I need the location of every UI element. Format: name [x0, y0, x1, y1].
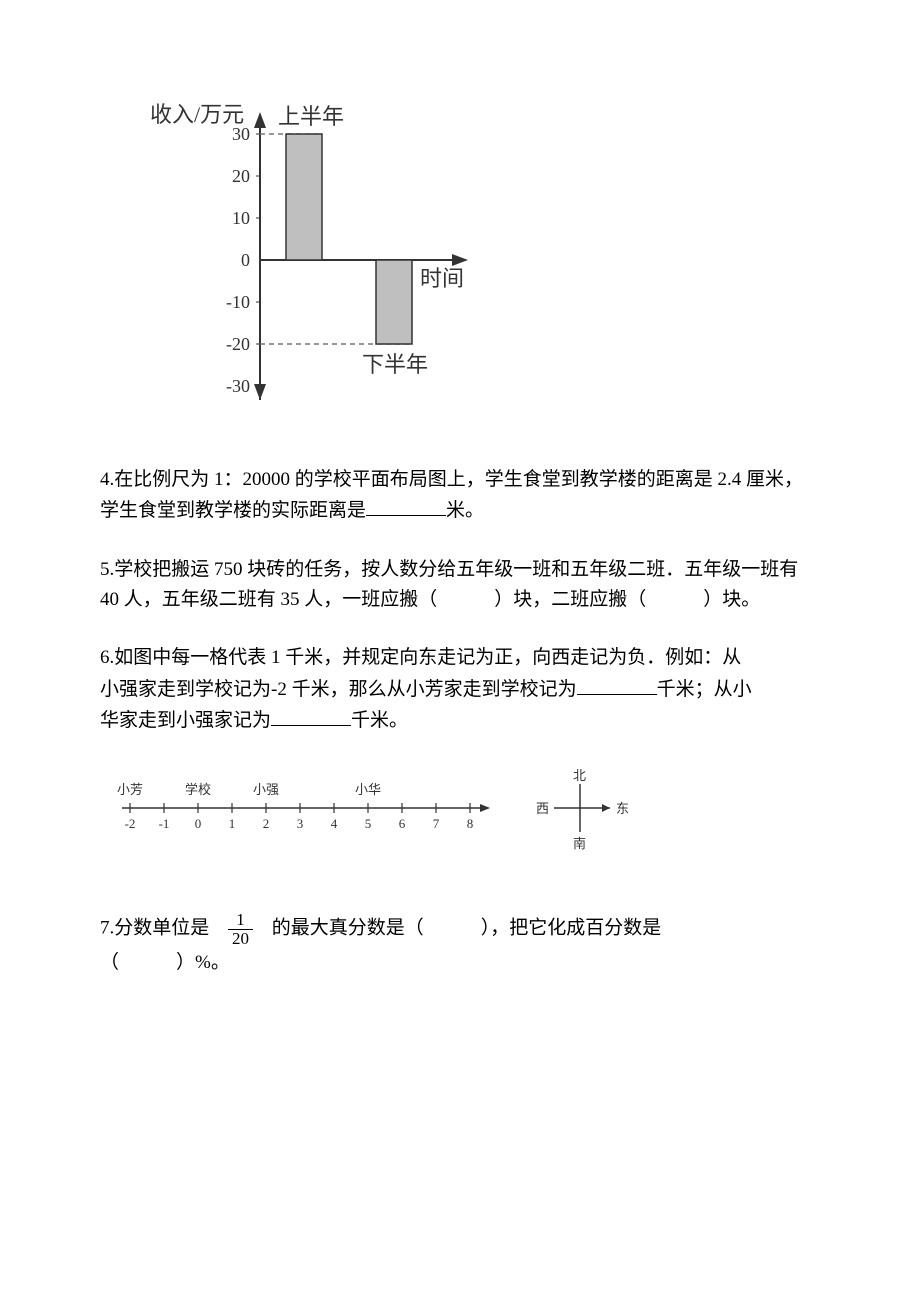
compass-n: 北: [573, 768, 586, 783]
svg-text:-10: -10: [226, 292, 250, 312]
question-text: （ ）%。: [100, 952, 230, 973]
numline-tick-label: 7: [433, 816, 440, 831]
compass-w: 西: [536, 801, 549, 816]
fill-blank[interactable]: [271, 705, 351, 726]
numline-point-label: 小芳: [117, 782, 143, 797]
compass-e: 东: [616, 801, 629, 816]
svg-text:-20: -20: [226, 334, 250, 354]
question-text: 千米。: [351, 710, 408, 731]
question-text: 小强家走到学校记为-2 千米，那么从小芳家走到学校记为: [100, 679, 577, 700]
question-text: 学校把搬运 750 块砖的任务，按人数分给五年级一班和五年级二班．五年级一班有 …: [100, 559, 798, 610]
numline-tick-label: 1: [229, 816, 236, 831]
question-5: 5.学校把搬运 750 块砖的任务，按人数分给五年级一班和五年级二班．五年级一班…: [100, 555, 820, 616]
x-axis-label: 时间: [420, 266, 464, 291]
bar-label-first-half: 上半年: [278, 104, 344, 129]
fraction: 1 20: [226, 911, 255, 948]
numline-tick-label: 0: [195, 816, 202, 831]
question-number: 5.: [100, 559, 114, 580]
fill-blank[interactable]: [366, 495, 446, 516]
svg-text:20: 20: [232, 166, 250, 186]
question-text-tail: 米。: [446, 500, 484, 521]
numline-tick-label: -1: [159, 816, 170, 831]
fraction-numerator: 1: [228, 911, 253, 930]
svg-text:-30: -30: [226, 376, 250, 396]
numline-tick-label: 2: [263, 816, 270, 831]
svg-text:10: 10: [232, 208, 250, 228]
question-number: 6.: [100, 647, 114, 668]
svg-text:0: 0: [241, 250, 250, 270]
question-text: 如图中每一格代表 1 千米，并规定向东走记为正，向西走记为负．例如：从: [114, 647, 741, 668]
income-bar-chart-svg: 30 20 10 0 -10 -20 -30 收入/万元 上半年 下半年 时间: [120, 100, 500, 400]
question-text: 分数单位是: [114, 918, 209, 939]
numline-point-label: 小华: [355, 782, 381, 797]
fraction-denominator: 20: [228, 930, 253, 948]
question-number: 4.: [100, 469, 114, 490]
question-4: 4.在比例尺为 1：20000 的学校平面布局图上，学生食堂到教学楼的距离是 2…: [100, 465, 820, 527]
numline-tick-label: 5: [365, 816, 372, 831]
numline-tick-label: -2: [125, 816, 136, 831]
question-text: 华家走到小强家记为: [100, 710, 271, 731]
question-7: 7.分数单位是 1 20 的最大真分数是（ ），把它化成百分数是 （ ）%。: [100, 911, 820, 978]
question-number: 7.: [100, 918, 114, 939]
numline-tick-label: 8: [467, 816, 474, 831]
numline-point-label: 学校: [185, 782, 211, 797]
compass-s: 南: [573, 836, 586, 851]
fill-blank[interactable]: [577, 674, 657, 695]
question-text: 千米；从小: [657, 679, 752, 700]
numline-tick-label: 3: [297, 816, 304, 831]
bar-label-second-half: 下半年: [362, 352, 428, 377]
income-bar-chart: 30 20 10 0 -10 -20 -30 收入/万元 上半年 下半年 时间: [120, 100, 820, 405]
compass-icon: 北 南 东 西: [536, 768, 629, 851]
y-axis-title: 收入/万元: [150, 102, 244, 127]
svg-text:30: 30: [232, 124, 250, 144]
numline-point-label: 小强: [253, 782, 279, 797]
bar-first-half: [286, 134, 322, 260]
numline-tick-label: 4: [331, 816, 338, 831]
number-line-figure: -2 -1 0 1 2 3 4 5 6 7 8 小芳 学校 小强 小华 北 南 东 西: [100, 766, 820, 861]
number-line-svg: -2 -1 0 1 2 3 4 5 6 7 8 小芳 学校 小强 小华 北 南 东 西: [100, 766, 660, 856]
question-6: 6.如图中每一格代表 1 千米，并规定向东走记为正，向西走记为负．例如：从 小强…: [100, 643, 820, 736]
numline-tick-label: 6: [399, 816, 406, 831]
question-text: 的最大真分数是（ ），把它化成百分数是: [272, 918, 662, 939]
bar-second-half: [376, 260, 412, 344]
